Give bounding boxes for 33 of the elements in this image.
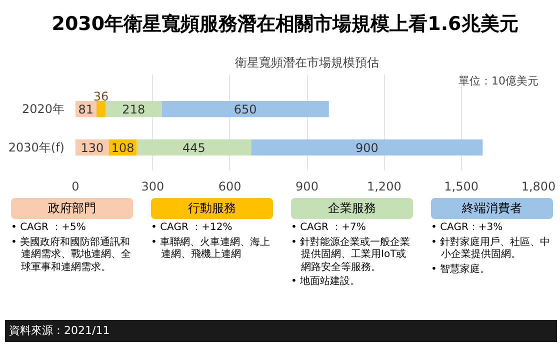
chart-title: 2030年衛星寬頻服務潛在相關市場規模上看1.6兆美元	[50, 12, 520, 37]
y-tick-label: 2020年	[22, 102, 65, 116]
y-tick-label: 2030年(f)	[8, 140, 65, 154]
chart-subtitle: 衛星寬頻潛在市場規模預估	[235, 56, 379, 70]
x-tick-label: 600	[218, 180, 242, 194]
data-label: 81	[78, 102, 94, 117]
text: 終端消費者	[431, 198, 553, 220]
text: • CAGR ：+7% • 針對能源企業或一般企業提供固網、工業用IoT或網路安全等服務。 • 地面站建設。	[291, 222, 412, 289]
x-tick-label: 1,800	[521, 180, 556, 194]
data-label: 130	[80, 140, 104, 155]
data-label: 445	[182, 140, 206, 155]
annotation: 單位：10億美元	[458, 74, 539, 88]
x-tick-label: 1,200	[366, 180, 402, 194]
bar	[251, 139, 483, 156]
data-label: 36	[93, 90, 109, 104]
data-label: 218	[122, 102, 146, 117]
text: 企業服務	[291, 198, 413, 220]
data-label: 900	[355, 140, 378, 155]
x-tick-label: 300	[141, 180, 164, 194]
text: • CAGR ：+5% • 美國政府和國防部通訊和連網需求、戰地連網、全球軍事和連網需求。	[11, 222, 132, 274]
source-note: 資料來源：2021/11	[5, 320, 557, 342]
text: 政府部門	[11, 198, 133, 220]
x-tick-label: 900	[296, 180, 318, 194]
text: 行動服務	[151, 198, 273, 220]
bar	[136, 139, 252, 156]
x-tick-label: 1,500	[444, 180, 479, 194]
data-label: 108	[111, 140, 134, 155]
bar	[162, 100, 329, 118]
bar	[96, 100, 106, 118]
text: • CAGR：+3% • 針對家庭用戶、社區、中小企業提供固網。 • 智慧家庭。	[431, 222, 552, 276]
text: • CAGR ：+12% • 車聯網、火車連網、海上連網、飛機上連網	[151, 222, 272, 262]
data-label: 650	[234, 102, 257, 117]
x-tick-label: 0	[72, 180, 80, 194]
